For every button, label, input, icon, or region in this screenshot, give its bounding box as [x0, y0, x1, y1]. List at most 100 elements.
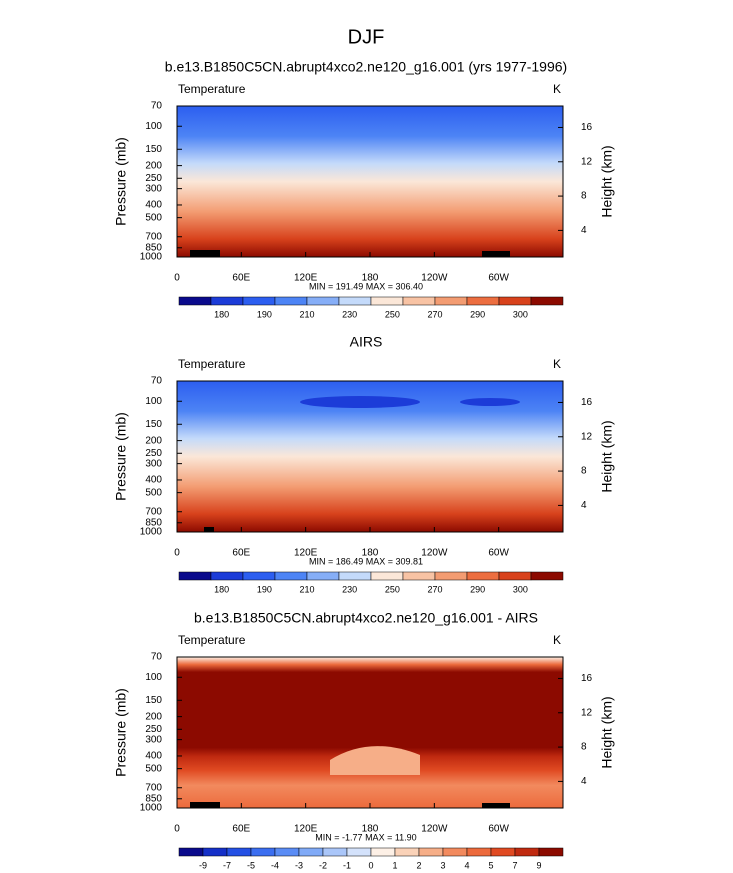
y-tick-label: 500	[145, 487, 162, 498]
colorbar-box	[242, 296, 276, 306]
colorbar-box	[490, 847, 516, 857]
y-tick-label: 850	[145, 793, 162, 804]
x-tick-label: 120W	[421, 548, 448, 559]
panel-title: AIRS	[350, 334, 383, 350]
colorbar-box	[338, 571, 372, 581]
colorbar-label: 4	[464, 860, 469, 870]
y2-tick-label: 8	[581, 466, 587, 477]
colorbar-box	[498, 571, 532, 581]
variable-label: Temperature	[178, 633, 246, 647]
colorbar-box	[434, 296, 468, 306]
terrain	[204, 527, 214, 532]
y-tick-label: 700	[145, 231, 162, 242]
y-tick-label: 150	[145, 144, 162, 155]
colorbar-box	[178, 571, 212, 581]
units-label: K	[553, 82, 561, 96]
y2-tick-label: 4	[581, 500, 587, 511]
colorbar-label: 7	[512, 860, 517, 870]
colorbar-label: 210	[299, 309, 314, 319]
y-tick-label: 1000	[140, 252, 163, 263]
colorbar-label: 3	[440, 860, 445, 870]
colorbar-label: 180	[214, 309, 229, 319]
x-tick-label: 120W	[421, 273, 448, 284]
y-tick-label: 400	[145, 200, 162, 211]
x-tick-label: 120E	[294, 824, 318, 835]
colorbar-box	[178, 847, 204, 857]
y2-tick-label: 16	[581, 397, 593, 408]
colorbar-box	[530, 571, 564, 581]
y2-tick-label: 4	[581, 225, 587, 236]
colorbar-box	[274, 571, 308, 581]
colorbar-box	[418, 847, 444, 857]
y-tick-label: 70	[151, 652, 163, 663]
y2-tick-label: 12	[581, 156, 593, 167]
colorbar-box	[402, 296, 436, 306]
colorbar-box	[202, 847, 228, 857]
y-tick-label: 250	[145, 173, 162, 184]
y-tick-label: 1000	[140, 527, 163, 538]
panel-title: b.e13.B1850C5CN.abrupt4xco2.ne120_g16.00…	[194, 610, 538, 626]
y2-tick-label: 12	[581, 431, 593, 442]
colorbar-box	[250, 847, 276, 857]
colorbar-label: 270	[427, 584, 442, 594]
y-tick-label: 100	[145, 121, 162, 132]
field-feature	[300, 396, 420, 408]
colorbar-label: 190	[257, 309, 272, 319]
colorbar-box	[466, 847, 492, 857]
y-axis-label: Pressure (mb)	[113, 688, 129, 777]
y-tick-label: 150	[145, 419, 162, 430]
y2-axis-label: Height (km)	[599, 420, 615, 492]
y-tick-label: 300	[145, 183, 162, 194]
colorbar-box	[370, 571, 404, 581]
x-tick-label: 120E	[294, 548, 318, 559]
colorbar-label: -5	[247, 860, 255, 870]
colorbar-box	[210, 296, 244, 306]
colorbar-label: 1	[392, 860, 397, 870]
y-axis-label: Pressure (mb)	[113, 412, 129, 501]
y-tick-label: 850	[145, 517, 162, 528]
colorbar-box	[274, 296, 308, 306]
colorbar-label: 230	[342, 584, 357, 594]
panel-title: b.e13.B1850C5CN.abrupt4xco2.ne120_g16.00…	[165, 59, 567, 75]
terrain	[482, 251, 510, 257]
colorbar-label: 290	[470, 584, 485, 594]
y-tick-label: 700	[145, 506, 162, 517]
y-tick-label: 200	[145, 160, 162, 171]
y-tick-label: 400	[145, 751, 162, 762]
y-tick-label: 200	[145, 711, 162, 722]
colorbar-box	[530, 296, 564, 306]
colorbar-box	[370, 296, 404, 306]
y2-tick-label: 8	[581, 191, 587, 202]
x-tick-label: 0	[174, 824, 180, 835]
colorbar-label: -3	[295, 860, 303, 870]
y-tick-label: 300	[145, 734, 162, 745]
y-tick-label: 300	[145, 458, 162, 469]
colorbar-box	[498, 296, 532, 306]
field-feature	[460, 398, 520, 406]
x-tick-label: 180	[362, 548, 379, 559]
x-tick-label: 60E	[232, 273, 250, 284]
colorbar-box	[346, 847, 372, 857]
y-tick-label: 150	[145, 695, 162, 706]
colorbar-label: 0	[368, 860, 373, 870]
x-tick-label: 0	[174, 273, 180, 284]
colorbar-box	[226, 847, 252, 857]
variable-label: Temperature	[178, 82, 246, 96]
colorbar-label: 210	[299, 584, 314, 594]
x-tick-label: 60W	[488, 273, 509, 284]
units-label: K	[553, 357, 561, 371]
colorbar-label: 2	[416, 860, 421, 870]
colorbar-label: -7	[223, 860, 231, 870]
x-tick-label: 0	[174, 548, 180, 559]
colorbar-label: 250	[385, 309, 400, 319]
colorbar-label: 190	[257, 584, 272, 594]
terrain	[190, 802, 220, 808]
y-tick-label: 100	[145, 672, 162, 683]
y2-tick-label: 4	[581, 776, 587, 787]
colorbar-box	[466, 296, 500, 306]
suptitle: DJF	[348, 26, 385, 48]
x-tick-label: 180	[362, 273, 379, 284]
colorbar-box	[466, 571, 500, 581]
y2-tick-label: 16	[581, 122, 593, 133]
